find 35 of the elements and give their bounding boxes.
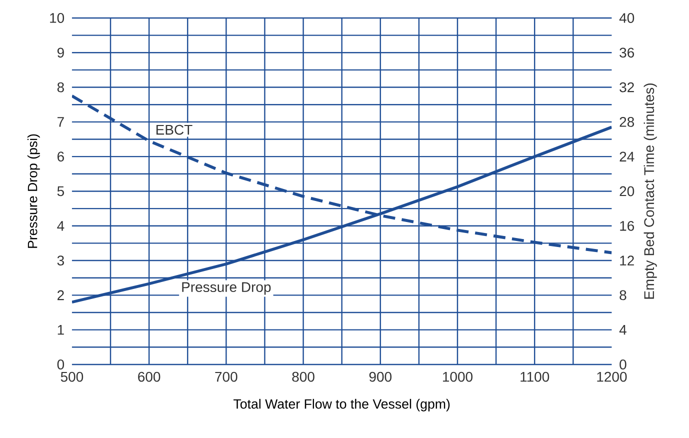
series-label: Pressure Drop xyxy=(182,282,271,295)
y-tick-label: 9 xyxy=(57,48,64,58)
x-tick-label: 1000 xyxy=(442,372,472,382)
y-tick-label: 1 xyxy=(58,325,64,335)
y-tick-label: 8 xyxy=(57,82,64,92)
x-tick-label: 800 xyxy=(292,372,314,382)
y-tick-label: 2 xyxy=(58,290,64,300)
y2-tick-label: 16 xyxy=(620,221,634,231)
y2-tick-label: 4 xyxy=(619,325,626,335)
x-tick-label: 700 xyxy=(215,372,238,382)
y-axis-title: Pressure Drop (psi) xyxy=(27,134,40,248)
y2-tick-label: 0 xyxy=(620,360,626,370)
x-tick-label: 900 xyxy=(369,372,392,382)
y2-tick-label: 20 xyxy=(620,186,634,196)
y-tick-label: 7 xyxy=(58,117,64,127)
x-tick-label: 1200 xyxy=(597,372,627,382)
x-tick-label: 1100 xyxy=(520,372,550,382)
x-axis-title: Total Water Flow to the Vessel (gpm) xyxy=(233,399,450,412)
y-tick-label: 6 xyxy=(58,152,64,162)
y2-tick-label: 8 xyxy=(620,290,626,300)
y2-tick-label: 36 xyxy=(620,48,634,58)
y-tick-label: 4 xyxy=(57,221,64,231)
y2-tick-label: 24 xyxy=(620,152,634,162)
x-tick-label: 500 xyxy=(60,372,84,382)
x-tick-label: 600 xyxy=(138,372,160,382)
y2-axis-title: Empty Bed Contact Time (minutes) xyxy=(644,84,657,299)
y2-tick-label: 32 xyxy=(620,82,634,92)
y-tick-label: 10 xyxy=(50,13,64,24)
y-tick-label: 0 xyxy=(57,360,64,370)
y-tick-label: 5 xyxy=(57,186,64,196)
y2-tick-label: 28 xyxy=(620,117,634,128)
y-tick-label: 3 xyxy=(57,256,64,266)
series-label: EBCT xyxy=(156,124,192,135)
y2-tick-label: 40 xyxy=(619,13,634,24)
y2-tick-label: 12 xyxy=(620,256,634,266)
